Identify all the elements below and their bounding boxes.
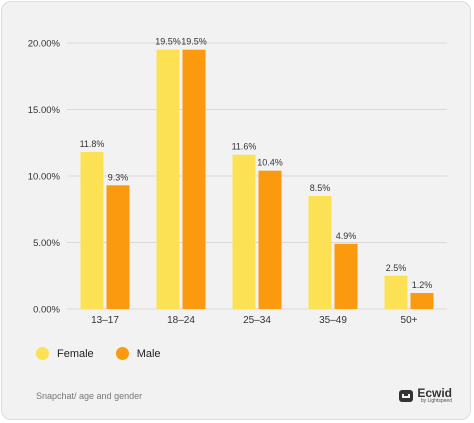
data-label: 11.6% <box>232 142 257 152</box>
legend-label-male: Male <box>136 347 161 360</box>
legend-label-female: Female <box>57 347 94 360</box>
source-note: Snapchat/ age and gender <box>36 391 143 401</box>
bar-female <box>80 152 104 309</box>
legend-swatch-female <box>36 347 49 360</box>
data-label: 19.5% <box>155 37 181 47</box>
x-tick-label: 35–49 <box>319 315 347 326</box>
bar-male <box>410 293 434 309</box>
bar-female <box>232 154 256 309</box>
x-tick-label: 13–17 <box>91 315 119 326</box>
y-tick-label: 0.00% <box>33 305 60 316</box>
bar-male <box>334 243 358 309</box>
y-tick-label: 10.00% <box>28 172 61 183</box>
data-label: 11.8% <box>80 139 105 149</box>
bar-female <box>308 195 332 309</box>
bar-female <box>156 49 180 310</box>
x-tick-label: 18–24 <box>167 315 195 326</box>
brand-name: Ecwid <box>417 386 452 400</box>
data-label: 8.5% <box>310 183 331 193</box>
y-tick-label: 15.00% <box>28 105 61 116</box>
legend-item-male: Male <box>115 347 161 360</box>
bar-female <box>384 275 408 309</box>
bar-male <box>258 170 282 309</box>
bar-male <box>182 49 206 310</box>
data-label: 2.5% <box>386 263 407 273</box>
brand-logo: Ecwid by Lightspeed <box>399 387 452 404</box>
cart-icon <box>399 389 414 402</box>
y-tick-label: 20.00% <box>28 39 61 50</box>
bar-chart: 0.00% 5.00% 10.00% 15.00% 20.00% 11.8% 9.3% 13–… <box>28 37 447 326</box>
x-tick-label: 25–34 <box>243 315 271 326</box>
data-label: 1.2% <box>412 280 433 290</box>
data-label: 19.5% <box>181 37 207 47</box>
legend-item-female: Female <box>36 347 94 360</box>
y-tick-label: 5.00% <box>33 238 60 249</box>
bar-male <box>106 185 130 309</box>
brand-sub: by Lightspeed <box>420 398 452 404</box>
legend: Female Male <box>36 347 161 360</box>
legend-swatch-male <box>115 347 129 360</box>
x-tick-label: 50+ <box>401 315 418 326</box>
data-label: 10.4% <box>257 158 283 168</box>
data-label: 4.9% <box>336 231 357 241</box>
data-label: 9.3% <box>108 172 129 182</box>
